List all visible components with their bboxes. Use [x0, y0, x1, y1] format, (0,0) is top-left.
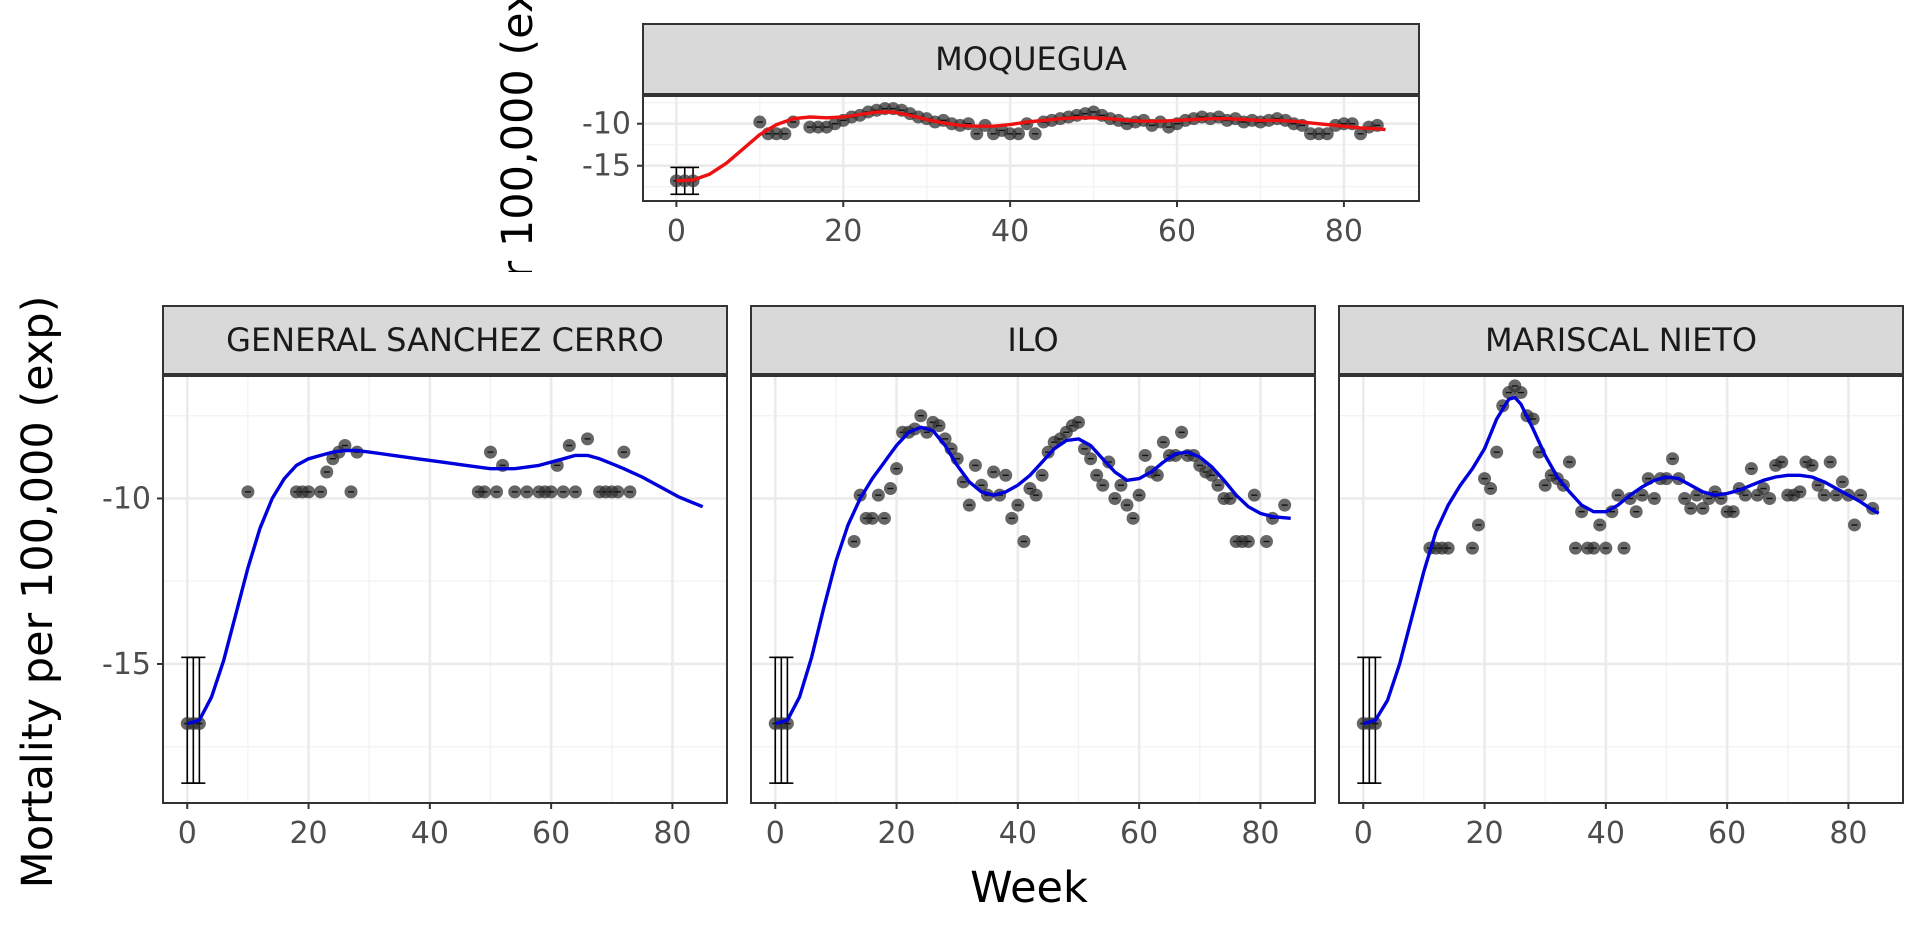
- panel-3: MARISCAL NIETO 0 20 40 60 80: [1338, 305, 1904, 851]
- x-tick-label: 40: [991, 214, 1029, 249]
- top-y-axis-title: Mortality per 100,000 (exp): [493, 0, 543, 536]
- panel-border: [750, 375, 1316, 804]
- panel-background: [1339, 376, 1903, 803]
- x-tick-label: 0: [667, 214, 686, 249]
- panel-background: [163, 376, 727, 803]
- x-tick-label: 0: [766, 816, 785, 851]
- y-tick-label: -15: [582, 149, 631, 184]
- panel-strip: [750, 305, 1316, 375]
- panel-background: [643, 96, 1419, 201]
- x-tick-label: 0: [1354, 816, 1373, 851]
- x-tick-label: 80: [1241, 816, 1279, 851]
- y-tick-label: -15: [102, 647, 151, 682]
- y-tick-label: -10: [582, 107, 631, 142]
- x-tick-label: 80: [1829, 816, 1867, 851]
- panel-border: [642, 95, 1420, 202]
- x-tick-label: 20: [1465, 816, 1503, 851]
- smooth-line: [676, 110, 1386, 183]
- x-axis-title: Week: [970, 863, 1088, 913]
- panel-border: [1338, 375, 1904, 804]
- smooth-line: [774, 425, 1291, 726]
- smooth-line: [186, 448, 704, 726]
- panel-1: GENERAL SANCHEZ CERRO 0 20 40 60 80 -15 -10: [102, 305, 728, 851]
- panel-0: MOQUEGUA 0 20 40 60 80 -15 -10: [582, 23, 1420, 249]
- x-tick-label: 40: [411, 816, 449, 851]
- panel-border: [162, 375, 728, 804]
- x-tick-label: 80: [653, 816, 691, 851]
- panel-title: GENERAL SANCHEZ CERRO: [226, 321, 664, 359]
- smooth-line: [1362, 395, 1880, 726]
- x-tick-label: 0: [178, 816, 197, 851]
- x-tick-label: 40: [1587, 816, 1625, 851]
- x-tick-label: 40: [999, 816, 1037, 851]
- x-tick-label: 20: [289, 816, 327, 851]
- x-tick-label: 60: [1120, 816, 1158, 851]
- panel-title: ILO: [1007, 321, 1058, 359]
- x-tick-label: 60: [1708, 816, 1746, 851]
- x-tick-label: 60: [1158, 214, 1196, 249]
- x-tick-label: 80: [1325, 214, 1363, 249]
- y-tick-label: -10: [102, 481, 151, 516]
- panel-strip: [642, 23, 1420, 95]
- x-tick-label: 20: [824, 214, 862, 249]
- panel-background: [751, 376, 1315, 803]
- panel-2: ILO 0 20 40 60 80: [750, 305, 1316, 851]
- panel-title: MARISCAL NIETO: [1485, 321, 1757, 359]
- x-tick-label: 60: [532, 816, 570, 851]
- panel-title: MOQUEGUA: [935, 40, 1127, 78]
- panel-strip: [162, 305, 728, 375]
- top-y-axis-title-clip: Mortality per 100,000 (exp): [493, 0, 543, 536]
- x-tick-label: 20: [877, 816, 915, 851]
- panel-strip: [1338, 305, 1904, 375]
- y-axis-title: Mortality per 100,000 (exp): [13, 296, 63, 889]
